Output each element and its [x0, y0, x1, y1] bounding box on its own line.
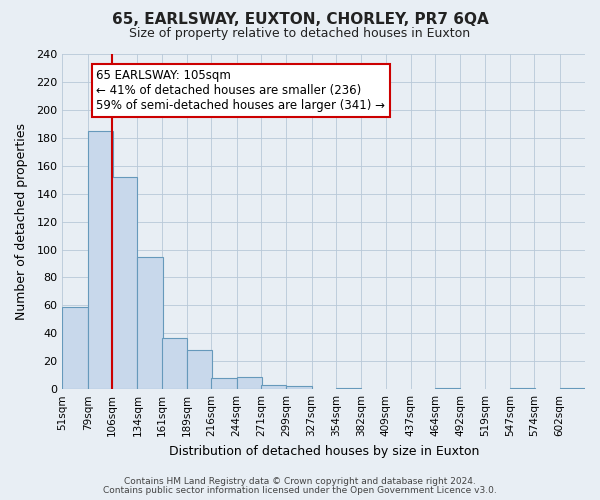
Bar: [286, 386, 311, 389]
Bar: [560, 388, 585, 389]
Bar: [162, 338, 187, 389]
Bar: [62, 307, 88, 389]
Y-axis label: Number of detached properties: Number of detached properties: [15, 123, 28, 320]
Bar: [112, 177, 137, 389]
Bar: [88, 131, 113, 389]
Text: 65 EARLSWAY: 105sqm
← 41% of detached houses are smaller (236)
59% of semi-detac: 65 EARLSWAY: 105sqm ← 41% of detached ho…: [97, 69, 385, 112]
Bar: [236, 376, 262, 389]
Text: Contains public sector information licensed under the Open Government Licence v3: Contains public sector information licen…: [103, 486, 497, 495]
Text: 65, EARLSWAY, EUXTON, CHORLEY, PR7 6QA: 65, EARLSWAY, EUXTON, CHORLEY, PR7 6QA: [112, 12, 488, 28]
Bar: [510, 388, 535, 389]
Text: Contains HM Land Registry data © Crown copyright and database right 2024.: Contains HM Land Registry data © Crown c…: [124, 477, 476, 486]
Bar: [261, 385, 286, 389]
Bar: [211, 378, 236, 389]
Bar: [336, 388, 361, 389]
Bar: [137, 256, 163, 389]
X-axis label: Distribution of detached houses by size in Euxton: Distribution of detached houses by size …: [169, 444, 479, 458]
Bar: [187, 350, 212, 389]
Text: Size of property relative to detached houses in Euxton: Size of property relative to detached ho…: [130, 28, 470, 40]
Bar: [435, 388, 460, 389]
